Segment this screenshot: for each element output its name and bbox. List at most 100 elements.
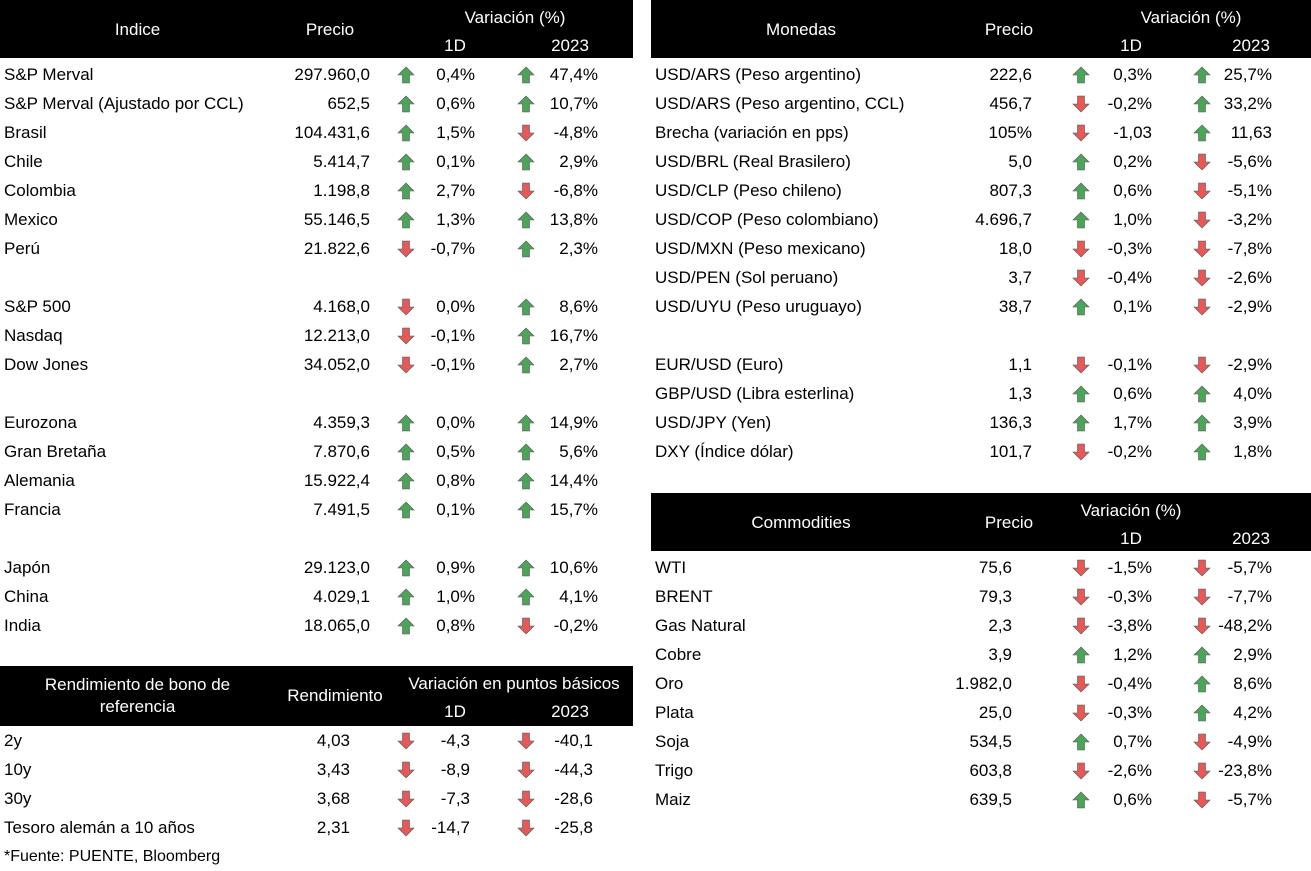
- row-change-2023: 14,4%: [549, 471, 598, 490]
- arrow-down-icon: [1072, 762, 1090, 780]
- row-change-2023: -2,6%: [1227, 268, 1272, 287]
- currencies-row: USD/PEN (Sol peruano) 3,7 -0,4% -2,6%: [651, 263, 1311, 292]
- row-change-2023: -0,2%: [553, 616, 598, 635]
- row-change-2023: -6,8%: [553, 181, 598, 200]
- bonds-header-variation: Variación en puntos básicos: [408, 674, 620, 693]
- row-name: S&P Merval (Ajustado por CCL): [4, 94, 244, 113]
- row-change-1d: -0,3%: [1107, 239, 1152, 258]
- row-change-1d: 0,3%: [1113, 65, 1152, 84]
- row-name: 30y: [4, 789, 32, 808]
- row-change-1d: 0,8%: [436, 471, 475, 490]
- arrow-up-icon: [397, 588, 415, 606]
- row-name: Gas Natural: [655, 616, 746, 635]
- row-change-2023: 4,2%: [1233, 703, 1272, 722]
- row-change-2023: 13,8%: [549, 210, 598, 229]
- arrow-down-icon: [397, 298, 415, 316]
- row-name: USD/COP (Peso colombiano): [655, 210, 879, 229]
- indices-row: China 4.029,1 1,0% 4,1%: [0, 582, 633, 611]
- row-name: Maiz: [655, 790, 691, 809]
- currencies-row: USD/COP (Peso colombiano) 4.696,7 1,0% -3,2…: [651, 205, 1311, 234]
- arrow-down-icon: [397, 327, 415, 345]
- row-change-2023: 1,8%: [1233, 442, 1272, 461]
- commodities-header-name: Commodities: [751, 513, 851, 532]
- row-change-2023: 5,6%: [559, 442, 598, 461]
- row-change-2023: -4,9%: [1227, 732, 1272, 751]
- bonds-row: 2y 4,03 -4,3 -40,1: [0, 726, 633, 755]
- row-price: 3,7: [1008, 268, 1032, 287]
- row-name: 10y: [4, 760, 32, 779]
- commodities-row: Soja 534,5 0,7% -4,9%: [651, 727, 1311, 756]
- row-name: Mexico: [4, 210, 58, 229]
- commodities-row: Oro 1.982,0 -0,4% 8,6%: [651, 669, 1311, 698]
- row-change-1d: -0,4%: [1107, 268, 1152, 287]
- commodities-row: Cobre 3,9 1,2% 2,9%: [651, 640, 1311, 669]
- row-change-1d: -0,4%: [1107, 674, 1152, 693]
- commodities-row: WTI 75,6 -1,5% -5,7%: [651, 553, 1311, 582]
- bonds-header-2023: 2023: [551, 702, 589, 721]
- row-price: 136,3: [989, 413, 1032, 432]
- bonds-header-name: Rendimiento de bono de referencia: [44, 675, 231, 716]
- row-change-2023: 2,7%: [559, 355, 598, 374]
- row-name: Soja: [655, 732, 690, 751]
- row-change-2023: 47,4%: [549, 65, 598, 84]
- arrow-up-icon: [397, 501, 415, 519]
- currencies-header-variation: Variación (%): [1140, 8, 1242, 27]
- row-price: 4.029,1: [313, 587, 370, 606]
- arrow-down-icon: [1193, 211, 1211, 229]
- row-price: 297.960,0: [294, 65, 370, 84]
- row-price: 25,0: [978, 703, 1012, 722]
- row-change-1d: -14,7: [431, 818, 470, 837]
- arrow-up-icon: [517, 240, 535, 258]
- currencies-row: DXY (Índice dólar) 101,7 -0,2% 1,8%: [651, 437, 1311, 466]
- indices-row: Chile 5.414,7 0,1% 2,9%: [0, 147, 633, 176]
- indices-header: Indice Precio Variación (%) 1D 2023: [0, 0, 633, 58]
- row-name: Francia: [4, 500, 61, 519]
- row-change-2023: -7,8%: [1227, 239, 1272, 258]
- arrow-down-icon: [397, 790, 415, 808]
- arrow-down-icon: [1193, 182, 1211, 200]
- row-price: 7.491,5: [313, 500, 370, 519]
- row-name: Brasil: [4, 123, 47, 142]
- arrow-up-icon: [517, 211, 535, 229]
- row-name: Alemania: [4, 471, 75, 490]
- row-change-2023: 16,7%: [549, 326, 598, 345]
- arrow-up-icon: [397, 182, 415, 200]
- row-change-1d: 1,5%: [436, 123, 475, 142]
- row-change-2023: -3,2%: [1227, 210, 1272, 229]
- row-change-1d: 0,7%: [1113, 732, 1152, 751]
- row-change-1d: 1,0%: [1113, 210, 1152, 229]
- arrow-up-icon: [397, 95, 415, 113]
- row-change-1d: -1,03: [1113, 123, 1152, 142]
- row-price: 21.822,6: [303, 239, 370, 258]
- commodities-row: Trigo 603,8 -2,6% -23,8%: [651, 756, 1311, 785]
- arrow-up-icon: [397, 559, 415, 577]
- row-change-2023: 15,7%: [549, 500, 598, 519]
- arrow-down-icon: [1193, 269, 1211, 287]
- row-price: 29.123,0: [303, 558, 370, 577]
- row-name: Tesoro alemán a 10 años: [4, 818, 195, 837]
- row-change-1d: 0,1%: [1113, 297, 1152, 316]
- row-change-1d: 1,0%: [436, 587, 475, 606]
- arrow-up-icon: [517, 414, 535, 432]
- arrow-down-icon: [1072, 443, 1090, 461]
- indices-row: Perú 21.822,6 -0,7% 2,3%: [0, 234, 633, 263]
- row-name: China: [4, 587, 49, 606]
- row-name: WTI: [655, 558, 687, 577]
- row-change-1d: -0,2%: [1107, 94, 1152, 113]
- row-price: 4.359,3: [313, 413, 370, 432]
- row-price: 2,3: [988, 616, 1012, 635]
- currencies-row: USD/ARS (Peso argentino) 222,6 0,3% 25,7%: [651, 60, 1311, 89]
- arrow-up-icon: [397, 211, 415, 229]
- row-name: USD/ARS (Peso argentino): [655, 65, 861, 84]
- arrow-down-icon: [1193, 617, 1211, 635]
- bonds-row: 10y 3,43 -8,9 -44,3: [0, 755, 633, 784]
- row-name: S&P 500: [4, 297, 71, 316]
- arrow-down-icon: [517, 819, 535, 837]
- row-change-2023: -5,7%: [1227, 790, 1272, 809]
- row-change-2023: 2,3%: [559, 239, 598, 258]
- row-change-2023: 4,1%: [559, 587, 598, 606]
- row-price: 12.213,0: [303, 326, 370, 345]
- arrow-down-icon: [517, 124, 535, 142]
- arrow-down-icon: [397, 240, 415, 258]
- commodities-header: Commodities Precio Variación (%) 1D 2023: [651, 493, 1311, 551]
